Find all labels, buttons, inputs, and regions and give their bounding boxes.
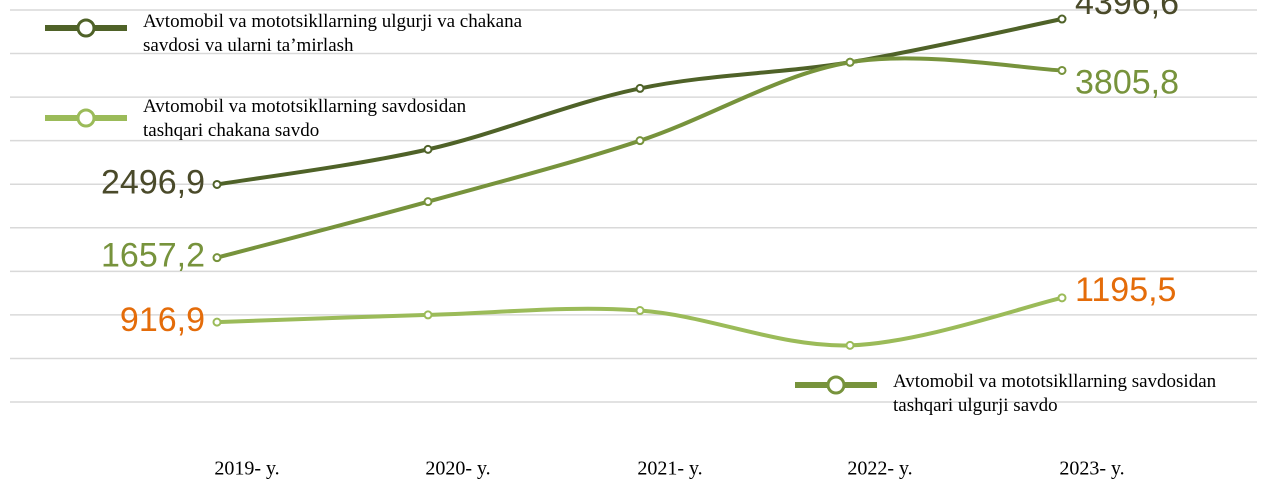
legend-marker — [76, 108, 96, 128]
series-line — [216, 295, 1063, 348]
x-tick-label: 2022- y. — [847, 458, 912, 480]
point-marker — [423, 197, 433, 207]
legend-marker — [76, 18, 96, 38]
legend-marker — [826, 375, 846, 395]
value-label: 1657,2 — [101, 237, 205, 275]
point-marker — [423, 310, 433, 320]
x-tick-label: 2020- y. — [425, 458, 490, 480]
value-label: 4396,6 — [1075, 0, 1179, 22]
point-marker — [423, 144, 433, 154]
point-marker — [212, 253, 222, 263]
x-tick-label: 2019- y. — [214, 458, 279, 480]
point-marker — [212, 179, 222, 189]
point-marker — [635, 306, 645, 316]
point-marker — [845, 57, 855, 67]
x-tick-label: 2021- y. — [637, 458, 702, 480]
value-label: 3805,8 — [1075, 63, 1179, 101]
point-marker — [635, 136, 645, 146]
legend-label: Avtomobil va mototsikllarning savdosidan… — [893, 371, 1217, 416]
value-label: 916,9 — [120, 301, 205, 339]
legend-label: Avtomobil va mototsikllarning ulgurji va… — [143, 11, 523, 56]
point-marker — [635, 83, 645, 93]
point-marker — [845, 340, 855, 350]
value-label: 1195,5 — [1075, 271, 1176, 309]
x-tick-label: 2023- y. — [1059, 458, 1124, 480]
point-marker — [1057, 293, 1067, 303]
point-marker — [1057, 65, 1067, 75]
point-marker — [1057, 14, 1067, 24]
legend-label: Avtomobil va mototsikllarning savdosidan… — [143, 96, 467, 141]
value-label: 2496,9 — [101, 163, 205, 201]
point-marker — [212, 317, 222, 327]
